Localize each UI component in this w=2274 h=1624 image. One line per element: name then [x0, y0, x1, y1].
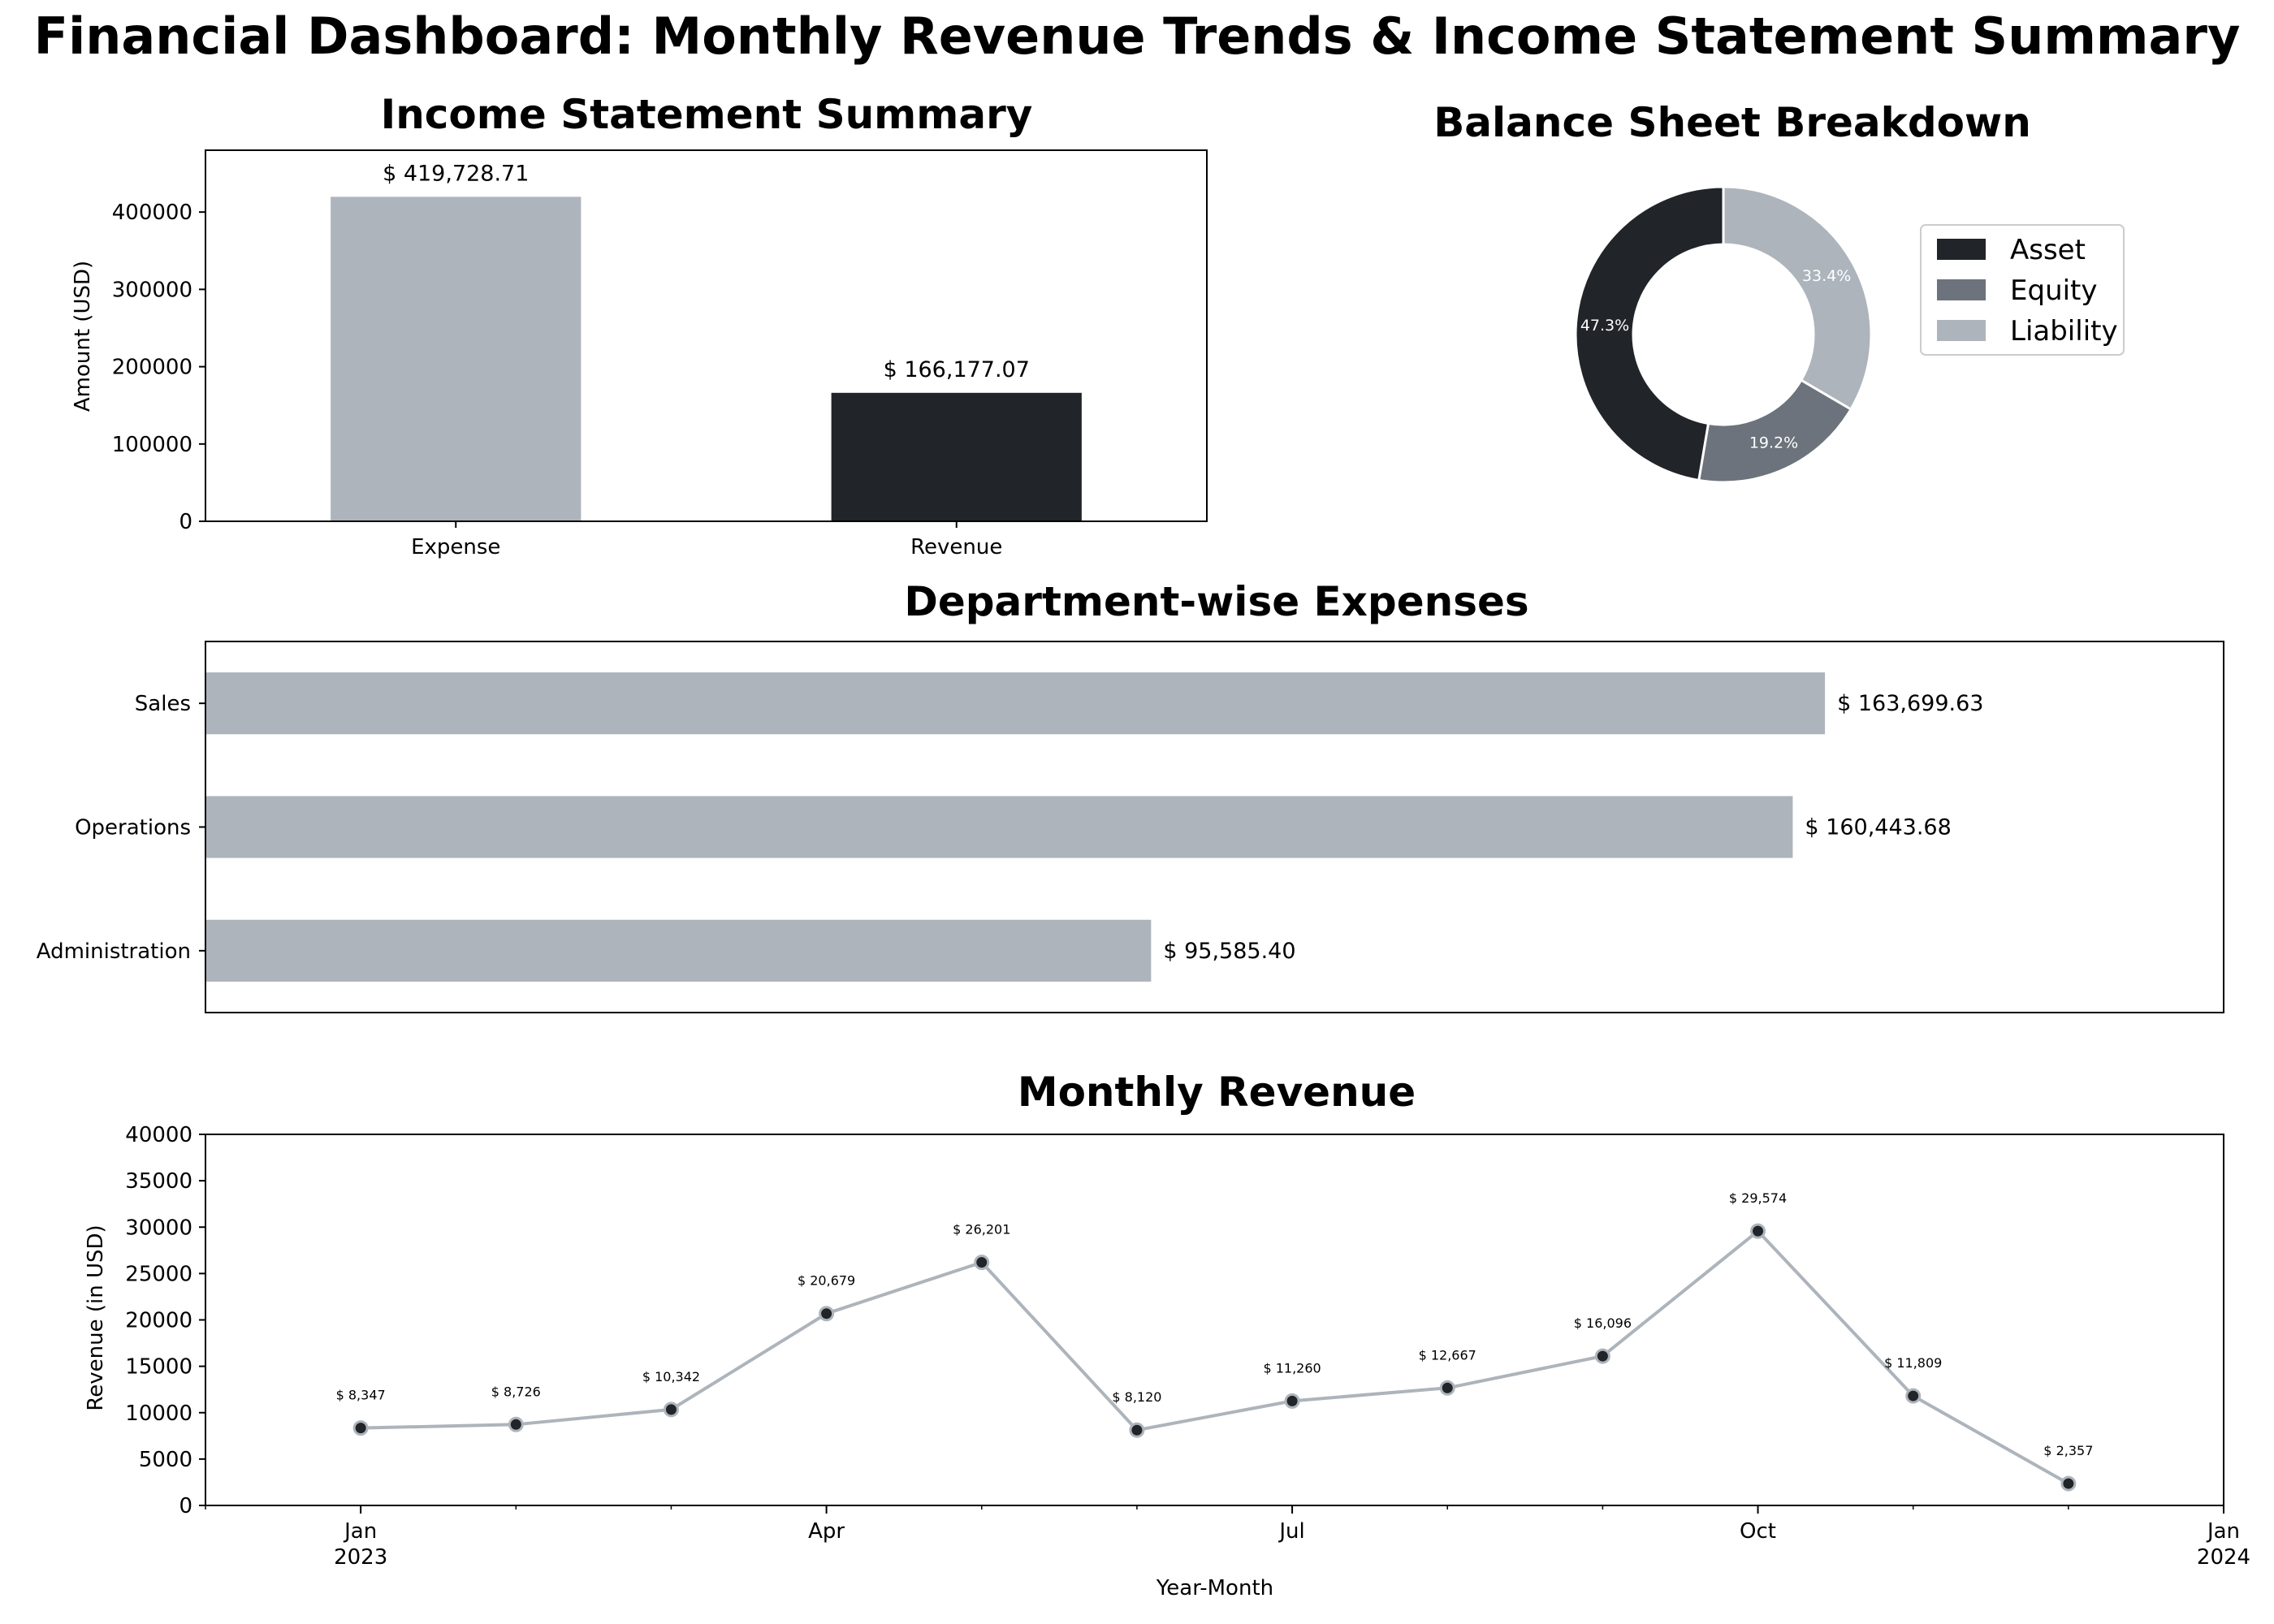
revenue-point	[1750, 1223, 1766, 1239]
revenue-point-label: $ 8,347	[336, 1388, 386, 1403]
income-x-tick-label: Expense	[411, 535, 500, 559]
monthly-y-tick-label: 20000	[125, 1309, 192, 1333]
income-y-axis-title: Amount (USD)	[71, 261, 95, 412]
department-bar-value-label: $ 163,699.63	[1837, 691, 1983, 716]
monthly-y-tick-label: 35000	[125, 1169, 192, 1194]
income-y-tick-label: 300000	[112, 278, 192, 302]
income-statement-chart: Income Statement Summary Amount (USD) $ …	[71, 91, 1208, 559]
monthly-y-tick-label: 15000	[125, 1355, 192, 1380]
revenue-point	[1905, 1388, 1922, 1404]
revenue-point-label: $ 8,726	[491, 1384, 541, 1399]
legend-swatch-equity	[1937, 279, 1986, 300]
income-bar-value-label: $ 419,728.71	[383, 161, 529, 186]
income-y-tick-label: 200000	[112, 356, 192, 380]
department-bar-sales	[205, 672, 1826, 735]
monthly-x-tick-year-label: 2024	[2197, 1545, 2250, 1570]
monthly-revenue-chart: Monthly Revenue Revenue (in USD) Year-Mo…	[84, 1069, 2250, 1600]
revenue-point	[819, 1306, 835, 1322]
department-plot-frame	[205, 641, 2224, 1013]
revenue-point	[1594, 1348, 1610, 1364]
income-chart-title: Income Statement Summary	[381, 91, 1033, 138]
donut-slice-asset	[1574, 185, 1725, 482]
figure-title: Financial Dashboard: Monthly Revenue Tre…	[34, 6, 2241, 66]
legend-label: Liability	[2010, 315, 2118, 348]
income-y-tick-label: 0	[179, 510, 192, 534]
department-expenses-chart: Department-wise Expenses $ 163,699.63 Sal…	[37, 578, 2224, 1013]
monthly-x-tick-label: Oct	[1740, 1519, 1776, 1544]
donut-slice-liability	[1722, 185, 1873, 412]
income-bar-value-label: $ 166,177.07	[884, 357, 1030, 382]
monthly-y-tick-label: 25000	[125, 1262, 192, 1286]
monthly-x-axis-title: Year-Month	[1156, 1576, 1273, 1600]
revenue-point-label: $ 12,667	[1419, 1347, 1476, 1363]
department-y-tick-label: Sales	[135, 692, 191, 716]
monthly-y-axis-title: Revenue (in USD)	[84, 1224, 108, 1410]
income-plot-frame	[205, 149, 1208, 522]
legend-label: Equity	[2010, 274, 2098, 307]
income-y-tick-label: 100000	[112, 433, 192, 457]
revenue-point	[508, 1416, 524, 1432]
revenue-point-label: $ 16,096	[1574, 1315, 1632, 1331]
department-bar-operations	[205, 796, 1793, 858]
revenue-point	[352, 1420, 369, 1436]
revenue-point-label: $ 11,260	[1263, 1360, 1321, 1376]
monthly-x-tick-label: Apr	[808, 1519, 845, 1544]
legend-swatch-asset	[1937, 239, 1986, 260]
income-bar-expense	[331, 197, 581, 521]
department-y-tick-label: Operations	[75, 816, 191, 840]
monthly-x-tick-year-label: 2023	[334, 1545, 387, 1570]
monthly-chart-title: Monthly Revenue	[1018, 1069, 1416, 1116]
revenue-point	[974, 1255, 990, 1271]
department-chart-title: Department-wise Expenses	[904, 578, 1528, 625]
donut-pct-label: 47.3%	[1580, 317, 1629, 335]
income-bar-revenue	[831, 392, 1082, 521]
department-bar-value-label: $ 160,443.68	[1805, 815, 1951, 840]
balance-legend: Asset Equity Liability	[1920, 224, 2125, 356]
monthly-x-tick-label: Jul	[1278, 1519, 1304, 1544]
monthly-x-tick-label: Jan	[343, 1519, 377, 1544]
revenue-point-label: $ 20,679	[798, 1273, 855, 1289]
revenue-point	[1129, 1422, 1145, 1438]
monthly-y-tick-label: 10000	[125, 1402, 192, 1426]
income-x-tick-label: Revenue	[910, 535, 1002, 559]
donut-pct-label: 33.4%	[1802, 267, 1851, 285]
monthly-y-tick-label: 40000	[125, 1123, 192, 1147]
revenue-point-label: $ 11,809	[1884, 1355, 1942, 1371]
balance-sheet-chart: Balance Sheet Breakdown 47.3%19.2%33.4% …	[1433, 99, 2125, 484]
revenue-point-label: $ 2,357	[2043, 1443, 2093, 1458]
department-bar-administration	[205, 919, 1152, 982]
revenue-point-label: $ 8,120	[1112, 1389, 1161, 1405]
department-y-tick-label: Administration	[37, 939, 191, 964]
balance-chart-title: Balance Sheet Breakdown	[1433, 99, 2031, 146]
legend-label: Asset	[2010, 234, 2086, 266]
income-y-tick-label: 400000	[112, 201, 192, 225]
monthly-x-tick-label: Jan	[2206, 1519, 2240, 1544]
revenue-point-label: $ 10,342	[642, 1369, 700, 1384]
revenue-point	[663, 1402, 679, 1418]
revenue-point-label: $ 26,201	[953, 1222, 1010, 1237]
revenue-point-label: $ 29,574	[1729, 1190, 1787, 1206]
revenue-point	[2060, 1475, 2077, 1492]
monthly-plot-frame	[205, 1134, 2224, 1506]
donut-pct-label: 19.2%	[1749, 434, 1798, 452]
revenue-series-line	[361, 1229, 2069, 1485]
legend-swatch-liability	[1937, 320, 1986, 341]
monthly-y-tick-label: 5000	[139, 1448, 192, 1472]
monthly-y-tick-label: 30000	[125, 1216, 192, 1240]
monthly-y-tick-label: 0	[179, 1494, 192, 1518]
revenue-point	[1284, 1393, 1300, 1409]
revenue-point	[1439, 1380, 1455, 1396]
department-bar-value-label: $ 95,585.40	[1163, 939, 1295, 964]
